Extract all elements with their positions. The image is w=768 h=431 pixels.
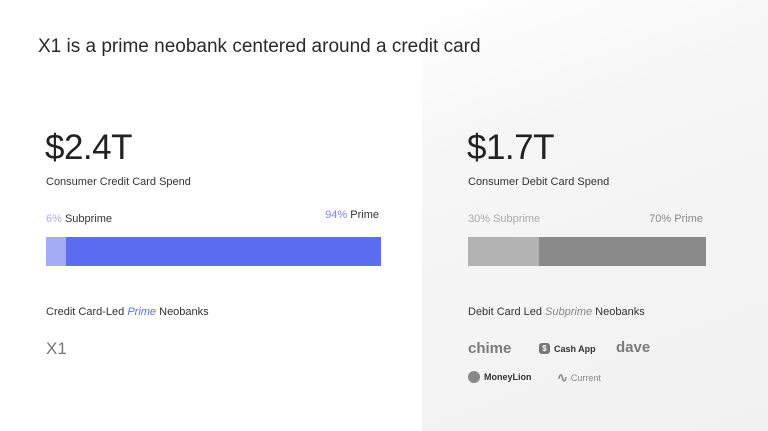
cash-app-text: Cash App bbox=[554, 343, 596, 354]
debit-subprime-segment bbox=[468, 237, 540, 266]
credit-prime-pct: 94% bbox=[325, 209, 348, 221]
dave-logo: Dave bbox=[616, 339, 651, 356]
debit-neobanks-heading: Debit Card Led Subprime Neobanks bbox=[468, 306, 645, 318]
debit-subprime-label: 30% Subprime bbox=[468, 213, 540, 225]
current-logo: ∿ Current bbox=[557, 370, 601, 386]
credit-neobanks-heading: Credit Card-Led Prime Neobanks bbox=[46, 306, 209, 318]
heading-pre: Debit Card Led bbox=[468, 306, 546, 318]
debit-prime-label: 70% Prime bbox=[649, 213, 703, 225]
credit-subprime-segment bbox=[46, 237, 67, 266]
debit-prime-pct: 70% bbox=[649, 213, 672, 225]
heading-post: Neobanks bbox=[156, 306, 209, 318]
x1-logo: X1 bbox=[46, 339, 67, 358]
cash-app-icon: $ bbox=[539, 343, 550, 354]
debit-prime-segment bbox=[539, 237, 706, 266]
heading-emphasis: Prime bbox=[127, 306, 157, 318]
credit-prime-label: 94% Prime bbox=[325, 209, 379, 221]
debit-subprime-pct: 30% bbox=[468, 213, 491, 225]
prime-text: Prime bbox=[350, 209, 379, 221]
credit-prime-segment bbox=[66, 237, 381, 266]
credit-spend-amount: $2.4T bbox=[45, 128, 133, 167]
heading-pre: Credit Card-Led bbox=[46, 306, 128, 318]
moneylion-logo: MoneyLion bbox=[468, 371, 532, 383]
prime-text: Prime bbox=[674, 213, 703, 225]
moneylion-icon bbox=[468, 371, 480, 383]
current-text: Current bbox=[570, 373, 601, 383]
current-wave-icon: ∿ bbox=[557, 370, 568, 385]
debit-split-bar bbox=[468, 237, 706, 266]
cash-app-logo: $ Cash App bbox=[539, 343, 596, 354]
credit-split-bar bbox=[46, 237, 381, 266]
slide-title: X1 is a prime neobank centered around a … bbox=[38, 36, 481, 57]
chime-logo: chime bbox=[468, 340, 512, 357]
subprime-text: Subprime bbox=[64, 213, 113, 225]
debit-spend-amount: $1.7T bbox=[467, 128, 555, 167]
subprime-text: Subprime bbox=[493, 213, 541, 225]
heading-post: Neobanks bbox=[592, 306, 645, 318]
heading-emphasis: Subprime bbox=[545, 306, 593, 318]
credit-spend-label: Consumer Credit Card Spend bbox=[46, 176, 191, 188]
credit-subprime-pct: 6% bbox=[46, 213, 62, 225]
debit-spend-label: Consumer Debit Card Spend bbox=[468, 176, 610, 188]
debit-panel-background bbox=[422, 0, 768, 431]
credit-subprime-label: 6% Subprime bbox=[46, 213, 112, 225]
moneylion-text: MoneyLion bbox=[484, 372, 532, 382]
